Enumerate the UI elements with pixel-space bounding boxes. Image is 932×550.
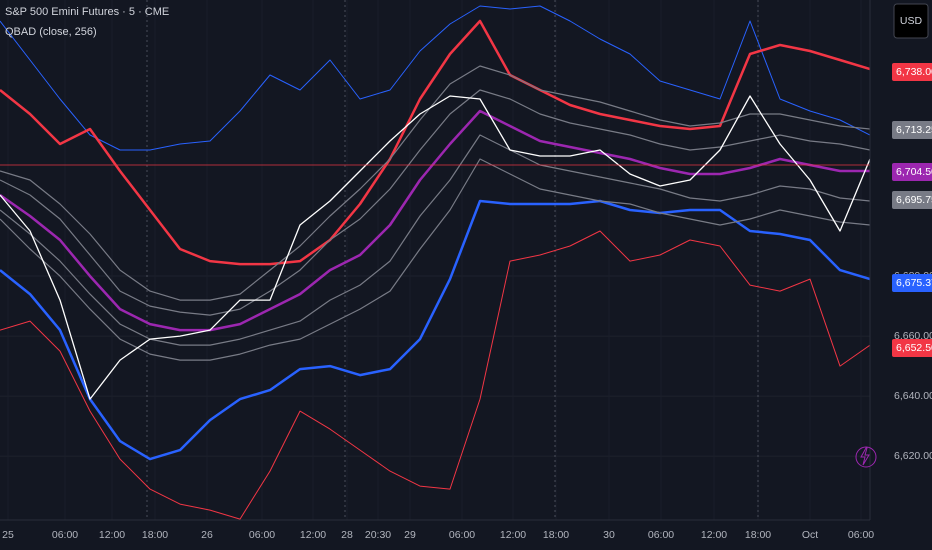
series-line [0,65,870,301]
series-line [0,5,870,151]
price-label: 6,675.3750 [896,277,932,289]
y-tick-label: 6,620.00 [894,450,932,462]
price-label-box [892,163,932,181]
price-label-box [892,121,932,139]
symbol-title: S&P 500 Emini Futures · 5 · CME [5,6,169,18]
x-tick-label: 29 [404,529,416,541]
series-line [0,158,870,361]
price-label-box [892,63,932,81]
price-label: 6,652.5000 [896,342,932,354]
series-line [0,199,870,461]
x-tick-label: 06:00 [249,529,275,541]
price-label: 6,713.2500 [896,124,932,136]
x-tick-label: 18:00 [142,529,168,541]
x-tick-label: 06:00 [449,529,475,541]
flash-circle[interactable] [855,446,877,468]
session-separators [146,0,759,520]
x-tick-label: 12:00 [701,529,727,541]
plot-area [0,5,870,520]
x-tick-label: 12:00 [300,529,326,541]
x-tick-label: 12:00 [99,529,125,541]
x-tick-label: Oct [802,529,818,541]
x-tick-label: 18:00 [543,529,569,541]
price-label-box [892,274,932,292]
series-line [0,134,870,346]
price-label: 6,695.7500 [896,194,932,206]
currency-box[interactable] [893,3,929,39]
x-tick-label: 26 [201,529,213,541]
x-tick-label: 30 [603,529,615,541]
x-tick-label: 06:00 [52,529,78,541]
indicator-title: QBAD (close, 256) [5,26,97,38]
x-tick-label: 20:30 [365,529,391,541]
series-line [0,95,870,400]
series-line [0,230,870,520]
x-tick-label: 06:00 [848,529,874,541]
currency[interactable]: USD [900,15,923,27]
price-label-box [892,191,932,209]
series-line [0,19,870,266]
y-tick-label: 6,640.00 [894,390,932,402]
price-label: 6,738.0000 [896,66,932,78]
price-label: 6,704.5000 [896,166,932,178]
flash-icon[interactable] [860,447,870,466]
series-line [0,89,870,316]
price-label-box [892,339,932,357]
x-tick-label: 12:00 [500,529,526,541]
series-line [0,109,870,332]
x-tick-label: 18:00 [745,529,771,541]
x-tick-label: 06:00 [648,529,674,541]
grid [0,275,870,457]
y-tick-label: 6,660.00 [894,330,932,342]
axes: 6,620.006,640.006,660.006,680.002506:001… [2,63,932,541]
x-tick-label: 28 [341,529,353,541]
x-tick-label: 25 [2,529,14,541]
